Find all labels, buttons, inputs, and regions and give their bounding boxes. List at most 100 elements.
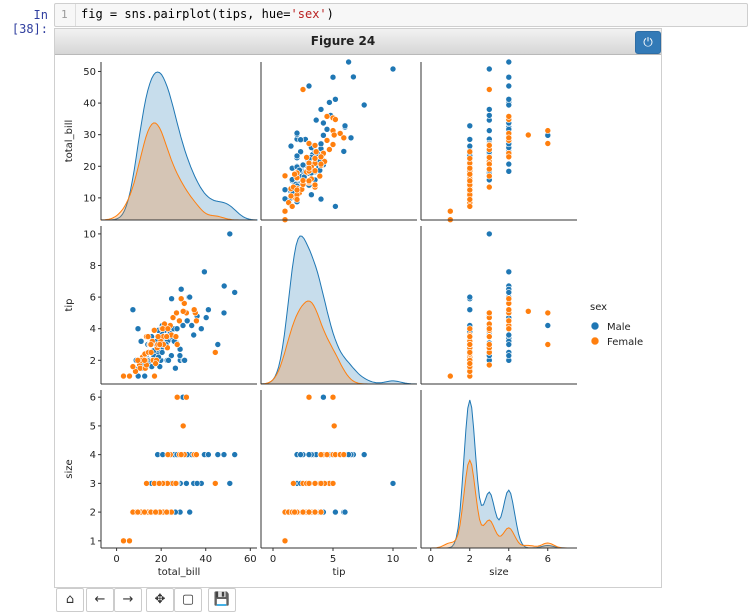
scatter-point-female bbox=[305, 140, 313, 147]
scatter-point-female bbox=[179, 422, 187, 430]
scatter-point-female bbox=[163, 508, 170, 516]
scatter-point-female bbox=[179, 307, 187, 315]
scatter-point-female bbox=[126, 537, 133, 545]
scatter-point-male bbox=[134, 325, 142, 333]
x-tick-label: 0 bbox=[270, 554, 276, 565]
y-tick-label: 2 bbox=[90, 356, 96, 367]
code-cell[interactable]: 1 fig = sns.pairplot(tips, hue='sex') bbox=[54, 3, 748, 27]
scatter-point-male bbox=[389, 480, 397, 487]
scatter-point-female bbox=[485, 172, 493, 180]
scatter-point-female bbox=[329, 480, 337, 487]
scatter-point-male bbox=[323, 126, 331, 133]
scatter-point-female bbox=[212, 480, 219, 487]
scatter-point-male bbox=[312, 116, 320, 124]
scatter-point-female bbox=[311, 508, 319, 516]
scatter-point-female bbox=[134, 508, 142, 516]
scatter-point-male bbox=[293, 129, 301, 137]
scatter-point-male bbox=[165, 356, 172, 364]
scatter-point-female bbox=[305, 393, 313, 401]
back-arrow-icon[interactable]: ← bbox=[86, 588, 114, 612]
scatter-point-male bbox=[281, 186, 289, 193]
scatter-point-female bbox=[505, 317, 513, 325]
scatter-point-female bbox=[212, 349, 219, 356]
scatter-point-female bbox=[466, 155, 474, 162]
scatter-point-male bbox=[485, 106, 493, 113]
scatter-point-female bbox=[466, 177, 474, 185]
scatter-point-female bbox=[466, 341, 474, 348]
scatter-point-female bbox=[544, 341, 552, 348]
scatter-point-female bbox=[524, 307, 532, 315]
scatter-point-female bbox=[466, 349, 474, 356]
scatter-point-male bbox=[183, 480, 190, 487]
scatter-point-male bbox=[485, 112, 493, 119]
scatter-point-female bbox=[323, 113, 331, 120]
scatter-point-female bbox=[329, 141, 337, 148]
scatter-point-female bbox=[190, 306, 198, 313]
y-tick-label: 40 bbox=[83, 99, 96, 110]
scatter-point-male bbox=[332, 508, 339, 516]
scatter-point-male bbox=[345, 58, 352, 66]
scatter-point-female bbox=[173, 309, 180, 317]
scatter-point-female bbox=[144, 333, 152, 340]
pan-icon[interactable]: ✥ bbox=[146, 588, 174, 612]
y-tick-label: 50 bbox=[83, 67, 96, 78]
scatter-point-female bbox=[311, 142, 319, 149]
scatter-point-male bbox=[341, 508, 349, 516]
home-icon[interactable]: ⌂ bbox=[56, 588, 84, 612]
y-tick-label: 3 bbox=[90, 479, 96, 490]
y-tick-label: 4 bbox=[90, 324, 96, 335]
scatter-point-female bbox=[466, 196, 474, 203]
scatter-point-male bbox=[389, 65, 397, 73]
scatter-point-female bbox=[485, 165, 493, 173]
scatter-point-female bbox=[288, 203, 296, 210]
scatter-point-male bbox=[320, 132, 327, 139]
scatter-point-male bbox=[326, 99, 333, 106]
scatter-point-female bbox=[281, 207, 289, 215]
scatter-point-female bbox=[466, 148, 474, 155]
scatter-point-male bbox=[505, 101, 513, 109]
scatter-point-female bbox=[164, 325, 172, 333]
kde-male-area bbox=[260, 235, 418, 385]
scatter-point-male bbox=[485, 65, 493, 73]
scatter-point-male bbox=[186, 508, 193, 516]
scatter-point-male bbox=[360, 101, 368, 109]
scatter-point-male bbox=[332, 203, 339, 210]
scatter-point-male bbox=[177, 285, 185, 293]
y-tick-label: 1 bbox=[90, 536, 96, 547]
legend-marker-female bbox=[590, 336, 600, 346]
code-text[interactable]: fig = sns.pairplot(tips, hue='sex') bbox=[81, 7, 334, 21]
scatter-point-female bbox=[291, 508, 298, 516]
scatter-point-female bbox=[126, 372, 133, 380]
y-tick-label: 20 bbox=[83, 162, 96, 173]
zoom-rect-icon[interactable]: ▢ bbox=[174, 588, 202, 612]
scatter-point-female bbox=[317, 153, 325, 161]
scatter-point-female bbox=[305, 177, 313, 185]
scatter-point-female bbox=[317, 480, 325, 487]
scatter-point-female bbox=[147, 341, 155, 348]
save-icon[interactable]: 💾 bbox=[208, 588, 236, 612]
forward-arrow-icon[interactable]: → bbox=[114, 588, 142, 612]
scatter-point-female bbox=[134, 356, 142, 364]
scatter-point-male bbox=[505, 352, 513, 359]
power-icon[interactable]: ⏻ bbox=[635, 31, 661, 54]
pairplot-canvas[interactable]: 1020304050total_bill246810tip123456size0… bbox=[54, 54, 660, 584]
scatter-point-female bbox=[163, 333, 170, 340]
scatter-point-male bbox=[320, 119, 327, 127]
scatter-point-female bbox=[505, 295, 513, 302]
scatter-point-female bbox=[340, 134, 348, 142]
scatter-point-male bbox=[317, 106, 325, 113]
scatter-point-female bbox=[317, 508, 325, 516]
code-part-close: ) bbox=[326, 7, 334, 21]
kde-male-area bbox=[421, 399, 577, 549]
kde-female-area bbox=[421, 458, 577, 549]
scatter-point-male bbox=[305, 451, 313, 458]
scatter-point-male bbox=[340, 148, 348, 155]
scatter-point-female bbox=[177, 451, 185, 458]
scatter-point-female bbox=[147, 349, 155, 356]
scatter-point-female bbox=[281, 172, 289, 180]
scatter-point-female bbox=[172, 333, 180, 340]
scatter-point-male bbox=[308, 191, 315, 198]
scatter-point-female bbox=[485, 142, 493, 149]
scatter-point-male bbox=[188, 322, 195, 329]
scatter-point-male bbox=[505, 268, 513, 276]
